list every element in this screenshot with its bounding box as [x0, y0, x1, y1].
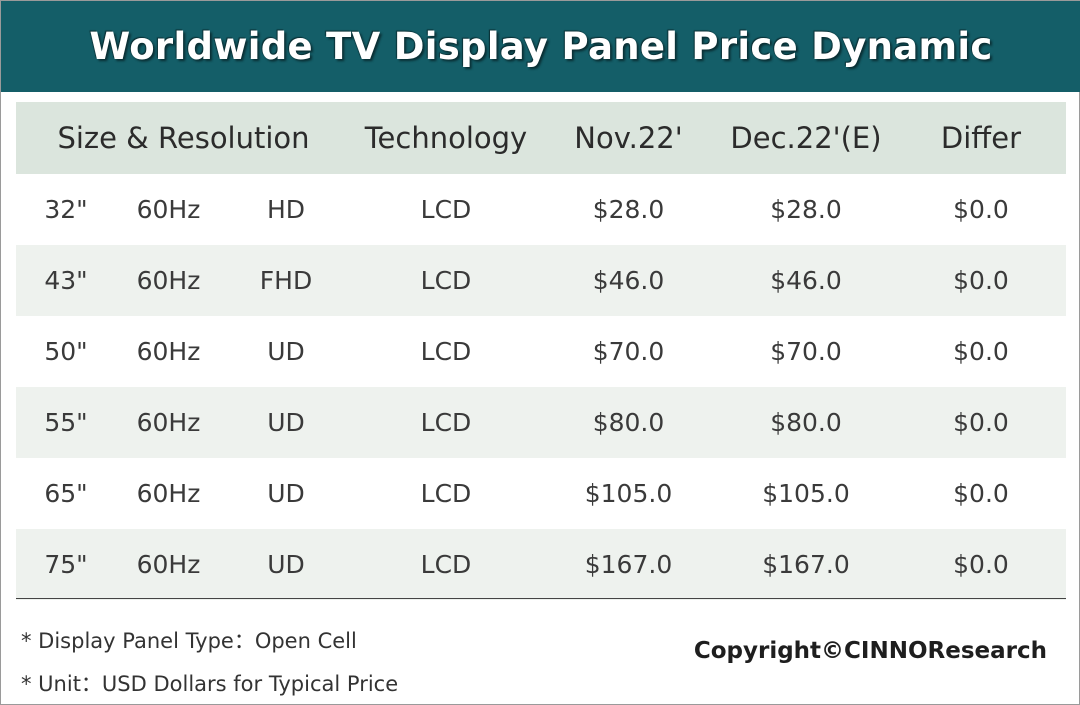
- cell-nov-price: $46.0: [592, 266, 665, 295]
- table-header-row: Size & Resolution Technology Nov.22' Dec…: [16, 102, 1066, 174]
- cell-differ: $0.0: [953, 195, 1009, 224]
- header-dec: Dec.22'(E): [730, 121, 882, 155]
- cell-nov-price: $28.0: [592, 195, 665, 224]
- cell-refresh-rate: 60Hz: [136, 479, 201, 508]
- cell-resolution: UD: [267, 337, 305, 366]
- cell-resolution: UD: [267, 479, 305, 508]
- cell-technology: LCD: [420, 408, 472, 437]
- cell-refresh-rate: 60Hz: [136, 266, 201, 295]
- cell-technology: LCD: [420, 195, 472, 224]
- cell-dec-price: $70.0: [770, 337, 842, 366]
- cell-refresh-rate: 60Hz: [136, 337, 201, 366]
- price-table: Size & Resolution Technology Nov.22' Dec…: [16, 102, 1066, 600]
- cell-differ: $0.0: [953, 408, 1009, 437]
- cell-nov-price: $80.0: [592, 408, 665, 437]
- title-bar: Worldwide TV Display Panel Price Dynamic: [1, 1, 1080, 92]
- cell-size: 65": [44, 479, 88, 508]
- cell-refresh-rate: 60Hz: [136, 408, 201, 437]
- table-row: 32" 60Hz HD LCD $28.0 $28.0 $0.0: [16, 174, 1066, 245]
- table-bottom-rule: [16, 598, 1066, 599]
- cell-dec-price: $80.0: [770, 408, 842, 437]
- cell-refresh-rate: 60Hz: [136, 195, 201, 224]
- header-size-resolution: Size & Resolution: [57, 121, 310, 155]
- cell-size: 43": [44, 266, 88, 295]
- cell-technology: LCD: [420, 266, 472, 295]
- cell-refresh-rate: 60Hz: [136, 550, 201, 579]
- cell-dec-price: $46.0: [770, 266, 842, 295]
- cell-technology: LCD: [420, 550, 472, 579]
- cell-size: 55": [44, 408, 88, 437]
- cell-differ: $0.0: [953, 266, 1009, 295]
- copyright-text: Copyright©CINNOResearch: [693, 638, 1047, 664]
- cell-resolution: UD: [267, 550, 305, 579]
- header-differ: Differ: [940, 121, 1022, 155]
- header-technology: Technology: [364, 121, 528, 155]
- cell-size: 32": [44, 195, 88, 224]
- note-unit: * Unit：USD Dollars for Typical Price: [21, 672, 399, 696]
- cell-nov-price: $105.0: [584, 479, 673, 508]
- table-row: 75" 60Hz UD LCD $167.0 $167.0 $0.0: [16, 529, 1066, 600]
- cell-dec-price: $105.0: [762, 479, 850, 508]
- cell-size: 75": [44, 550, 88, 579]
- cell-dec-price: $167.0: [762, 550, 850, 579]
- cell-resolution: UD: [267, 408, 305, 437]
- note-panel-type: * Display Panel Type：Open Cell: [21, 629, 357, 653]
- cell-differ: $0.0: [953, 337, 1009, 366]
- header-nov: Nov.22': [574, 121, 683, 155]
- table-body: 32" 60Hz HD LCD $28.0 $28.0 $0.0 43" 60Hz FHD LCD $…: [16, 174, 1066, 600]
- cell-resolution: FHD: [259, 266, 313, 295]
- table-row: 65" 60Hz UD LCD $105.0 $105.0 $0.0: [16, 458, 1066, 529]
- cell-differ: $0.0: [953, 550, 1009, 579]
- cell-size: 50": [44, 337, 88, 366]
- cell-technology: LCD: [420, 337, 472, 366]
- table-row: 50" 60Hz UD LCD $70.0 $70.0 $0.0: [16, 316, 1066, 387]
- cell-resolution: HD: [266, 195, 306, 224]
- cell-technology: LCD: [420, 479, 472, 508]
- chart-title: Worldwide TV Display Panel Price Dynamic: [89, 25, 993, 68]
- table-row: 43" 60Hz FHD LCD $46.0 $46.0 $0.0: [16, 245, 1066, 316]
- cell-nov-price: $70.0: [592, 337, 665, 366]
- cell-nov-price: $167.0: [584, 550, 673, 579]
- cell-dec-price: $28.0: [770, 195, 842, 224]
- table-row: 55" 60Hz UD LCD $80.0 $80.0 $0.0: [16, 387, 1066, 458]
- cell-differ: $0.0: [953, 479, 1009, 508]
